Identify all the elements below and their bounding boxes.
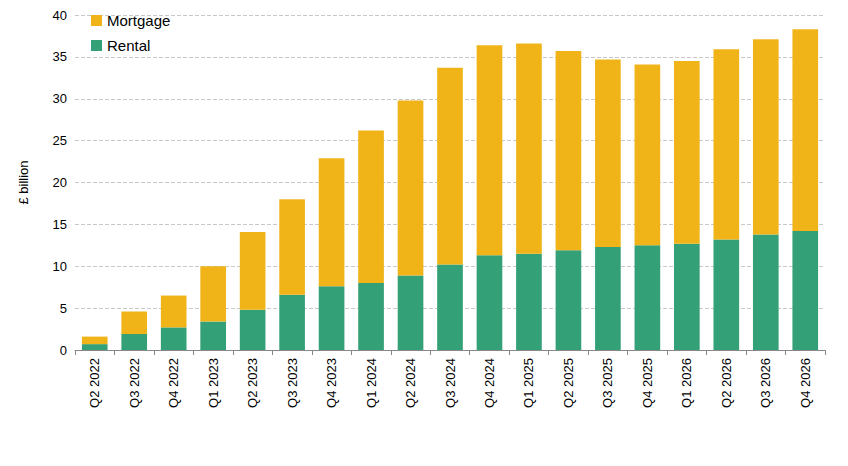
svg-text:Q3 2025: Q3 2025 (600, 358, 615, 408)
svg-text:Q1 2023: Q1 2023 (206, 358, 221, 408)
svg-text:5: 5 (60, 301, 67, 316)
svg-text:Q1 2025: Q1 2025 (521, 358, 536, 408)
svg-text:Q2 2024: Q2 2024 (403, 358, 418, 408)
svg-text:£ billion: £ billion (16, 160, 31, 204)
svg-text:Q4 2026: Q4 2026 (798, 358, 813, 408)
svg-text:30: 30 (53, 91, 67, 106)
svg-text:Q3 2024: Q3 2024 (443, 358, 458, 408)
svg-text:40: 40 (53, 8, 67, 23)
svg-text:Q2 2022: Q2 2022 (87, 358, 102, 408)
svg-text:Q2 2026: Q2 2026 (719, 358, 734, 408)
svg-text:10: 10 (53, 259, 67, 274)
svg-text:Q3 2023: Q3 2023 (285, 358, 300, 408)
svg-text:0: 0 (60, 343, 67, 358)
svg-text:Q4 2024: Q4 2024 (482, 358, 497, 408)
svg-text:25: 25 (53, 133, 67, 148)
svg-text:Q3 2022: Q3 2022 (127, 358, 142, 408)
svg-text:Q4 2023: Q4 2023 (324, 358, 339, 408)
svg-text:Mortgage: Mortgage (107, 12, 170, 29)
svg-text:Q4 2022: Q4 2022 (166, 358, 181, 408)
svg-text:20: 20 (53, 175, 67, 190)
svg-text:Q2 2023: Q2 2023 (245, 358, 260, 408)
svg-text:Q2 2025: Q2 2025 (561, 358, 576, 408)
svg-text:Q3 2026: Q3 2026 (758, 358, 773, 408)
svg-text:Q4 2025: Q4 2025 (640, 358, 655, 408)
svg-text:Q1 2026: Q1 2026 (679, 358, 694, 408)
svg-text:15: 15 (53, 217, 67, 232)
svg-text:Q1 2024: Q1 2024 (364, 358, 379, 408)
svg-text:Rental: Rental (107, 37, 150, 54)
svg-text:35: 35 (53, 49, 67, 64)
